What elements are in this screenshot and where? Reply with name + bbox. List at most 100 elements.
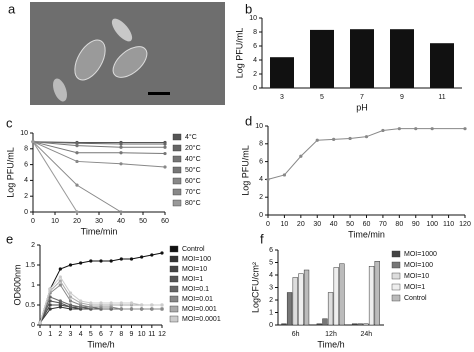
legend-swatch bbox=[169, 265, 179, 273]
y-axis-label: LogCFU/cm² bbox=[250, 262, 260, 313]
y-tick-label: 1.5 bbox=[25, 262, 35, 269]
series-line bbox=[32, 141, 166, 168]
series-line bbox=[32, 141, 166, 155]
x-tick-label: 1 bbox=[48, 331, 52, 338]
panel-letter: b bbox=[245, 1, 252, 16]
legend-swatch bbox=[391, 272, 401, 280]
legend-label: 40°C bbox=[185, 155, 201, 163]
point bbox=[315, 138, 319, 142]
x-tick-label: 6h bbox=[292, 331, 300, 338]
point bbox=[266, 177, 270, 181]
point bbox=[58, 267, 62, 271]
legend-swatch bbox=[169, 305, 179, 313]
y-tick-label: 3 bbox=[269, 284, 273, 291]
x-tick-label: 50 bbox=[139, 218, 147, 225]
bar bbox=[310, 29, 334, 88]
legend-swatch bbox=[169, 315, 179, 323]
point bbox=[348, 136, 352, 141]
bar bbox=[316, 323, 322, 326]
y-tick-label: 4 bbox=[24, 177, 28, 184]
y-tick-label: 2 bbox=[269, 297, 273, 304]
point bbox=[463, 127, 467, 131]
legend-swatch bbox=[391, 294, 401, 302]
y-tick-label: 0.5 bbox=[25, 302, 35, 309]
panel-letter: e bbox=[6, 231, 13, 246]
point bbox=[163, 151, 167, 156]
legend-label: MOI=0.001 bbox=[182, 306, 217, 313]
y-tick-label: 8 bbox=[259, 141, 263, 148]
bar bbox=[430, 43, 454, 88]
x-axis-label: Time/h bbox=[87, 339, 114, 349]
legend-swatch bbox=[172, 133, 182, 141]
y-axis-label: Log PFU/mL bbox=[5, 147, 15, 198]
y-tick-label: 8 bbox=[24, 146, 28, 153]
legend-label: MOI=0.01 bbox=[182, 296, 213, 303]
legend-swatch bbox=[169, 275, 179, 283]
legend-swatch bbox=[391, 283, 401, 291]
x-tick-label: 12 bbox=[158, 331, 166, 338]
x-tick-label: 7 bbox=[360, 94, 364, 101]
point bbox=[75, 159, 79, 164]
series-line bbox=[32, 141, 165, 148]
bar bbox=[322, 318, 328, 326]
y-tick-label: 8 bbox=[253, 29, 257, 36]
point bbox=[163, 165, 167, 169]
y-axis-label: Log PFU/mL bbox=[240, 145, 250, 196]
x-tick-label: 110 bbox=[443, 221, 454, 228]
bar bbox=[270, 57, 294, 88]
point bbox=[75, 183, 79, 187]
bar bbox=[363, 323, 369, 326]
point bbox=[75, 151, 79, 155]
y-tick-label: 0 bbox=[31, 322, 35, 329]
point bbox=[160, 307, 164, 311]
bar bbox=[374, 261, 380, 326]
bar bbox=[333, 267, 339, 326]
series-line bbox=[39, 252, 163, 324]
bar bbox=[281, 323, 287, 326]
point bbox=[364, 135, 369, 139]
y-tick-label: 2 bbox=[31, 242, 35, 249]
y-axis-label: Log PFU/mL bbox=[234, 28, 244, 79]
micrograph bbox=[30, 2, 225, 105]
point bbox=[160, 251, 164, 255]
legend-label: 80°C bbox=[185, 199, 201, 207]
legend-swatch bbox=[169, 245, 179, 253]
point bbox=[129, 257, 134, 261]
x-tick-label: 5 bbox=[89, 331, 93, 338]
point bbox=[119, 257, 123, 261]
point bbox=[31, 140, 35, 144]
x-axis-label: Time/min bbox=[348, 229, 385, 239]
x-tick-label: 10 bbox=[138, 331, 146, 338]
series-line bbox=[32, 141, 165, 145]
legend-label: MOI=100 bbox=[182, 256, 211, 263]
y-tick-label: 10 bbox=[255, 123, 263, 130]
x-tick-label: 10 bbox=[281, 221, 289, 228]
point bbox=[68, 299, 73, 303]
point bbox=[58, 283, 62, 287]
bar bbox=[350, 29, 374, 88]
legend-label: MOI=0.0001 bbox=[182, 316, 221, 323]
x-axis-label: pH bbox=[356, 102, 368, 112]
point bbox=[99, 301, 103, 305]
panel-letter: d bbox=[245, 113, 252, 128]
legend-label: MOI=100 bbox=[404, 262, 433, 269]
y-tick-label: 4 bbox=[259, 176, 263, 183]
x-tick-label: 24h bbox=[360, 331, 372, 338]
y-tick-label: 10 bbox=[249, 15, 257, 22]
x-tick-label: 20 bbox=[297, 221, 305, 228]
point bbox=[89, 301, 93, 305]
legend-swatch bbox=[172, 155, 182, 163]
point bbox=[150, 303, 154, 307]
bar bbox=[368, 266, 375, 326]
x-tick-label: 100 bbox=[426, 221, 438, 228]
point bbox=[119, 162, 123, 166]
x-tick-label: 0 bbox=[38, 331, 42, 338]
point bbox=[75, 210, 79, 214]
bar bbox=[292, 277, 298, 326]
y-tick-label: 4 bbox=[269, 272, 273, 279]
x-tick-label: 60 bbox=[161, 218, 169, 225]
point bbox=[163, 145, 167, 149]
y-tick-label: 6 bbox=[253, 43, 257, 50]
x-tick-label: 7 bbox=[109, 331, 113, 338]
